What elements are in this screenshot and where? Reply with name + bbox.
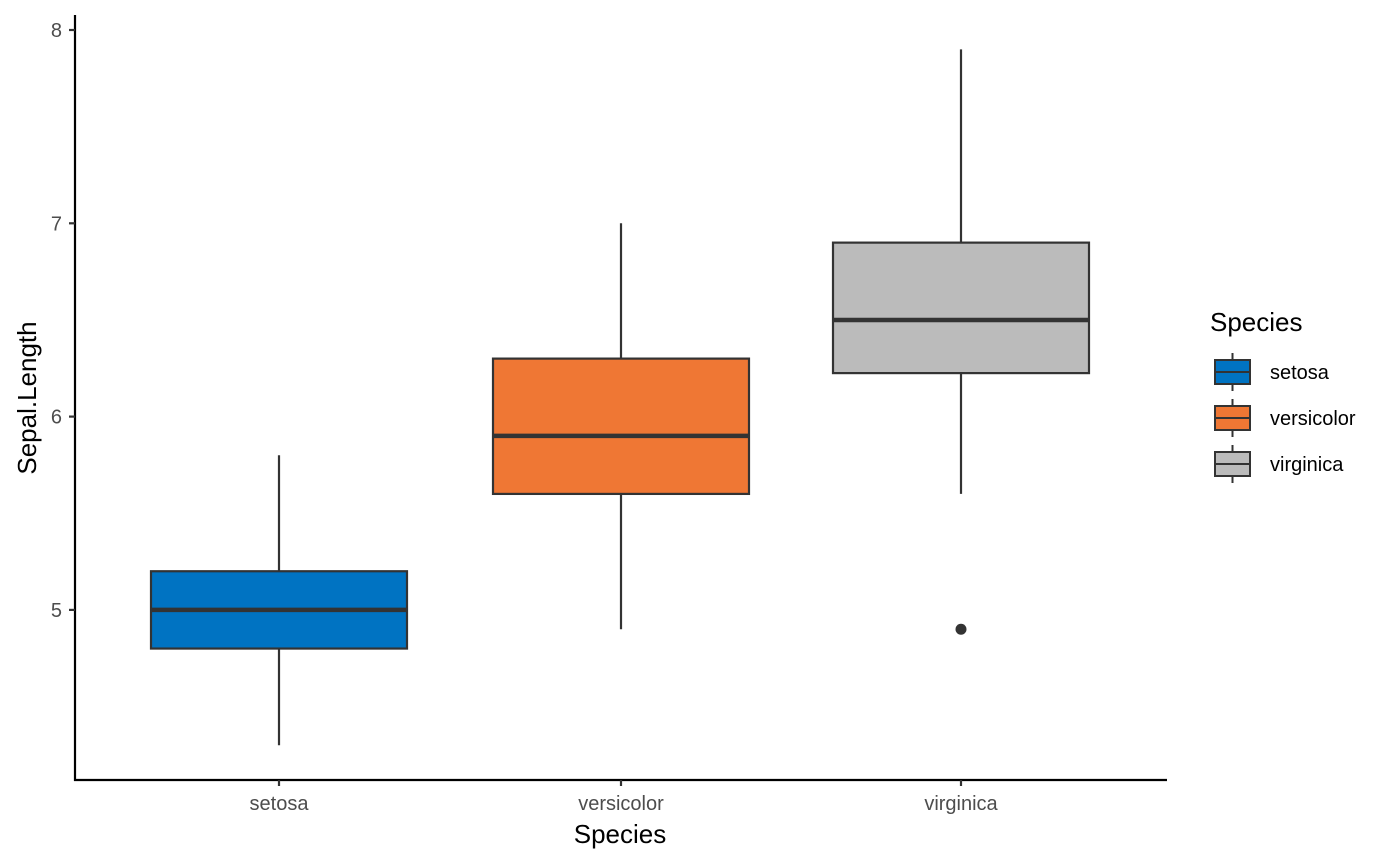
y-tick-label: 7 [51, 213, 62, 235]
legend-label: versicolor [1270, 408, 1356, 430]
y-axis-title: Sepal.Length [12, 321, 42, 474]
box-iqr [831, 241, 1091, 375]
box-versicolor [491, 223, 751, 630]
legend-item-setosa: setosa [1214, 353, 1330, 391]
legend-label: setosa [1270, 362, 1330, 384]
legend-item-virginica: virginica [1214, 445, 1344, 483]
outlier-point [955, 623, 967, 635]
y-tick-label: 5 [51, 600, 62, 622]
y-tick-label: 8 [51, 20, 62, 42]
y-axis-ticks: 5 6 7 8 [51, 20, 75, 622]
x-axis-ticks: setosa versicolor virginica [250, 780, 999, 815]
x-tick-label: versicolor [578, 793, 664, 815]
box-virginica [831, 49, 1091, 635]
legend-label: virginica [1270, 454, 1344, 476]
x-axis-title: Species [574, 819, 667, 849]
legend-title: Species [1210, 307, 1303, 337]
legend: Species setosa versicolor virginica [1210, 307, 1356, 483]
y-tick-label: 6 [51, 407, 62, 429]
x-tick-label: virginica [924, 793, 998, 815]
plot-area [149, 49, 1091, 746]
x-tick-label: setosa [250, 793, 310, 815]
box-setosa [149, 455, 409, 746]
legend-item-versicolor: versicolor [1214, 399, 1356, 437]
box-iqr [491, 357, 751, 496]
